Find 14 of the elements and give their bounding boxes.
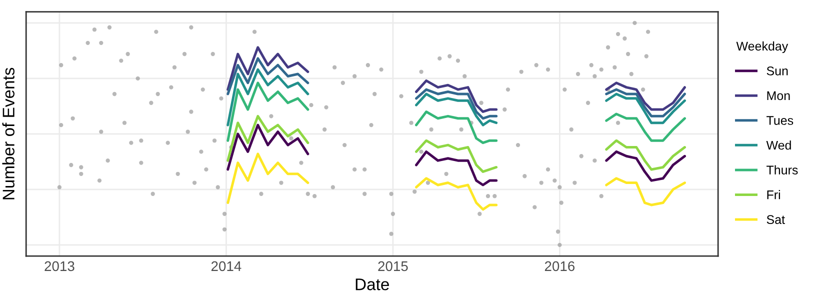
x-axis-title: Date <box>356 278 389 290</box>
x-tick-label: 2014 <box>211 261 242 272</box>
legend-label: Fri <box>767 190 780 200</box>
legend-title: Weekday <box>736 41 788 54</box>
legend-label: Wed <box>766 140 791 150</box>
y-axis-title: Number of Events <box>2 68 14 200</box>
x-tick-label: 2013 <box>44 261 74 272</box>
legend-label: Sat <box>766 215 785 224</box>
legend-label: Tues <box>766 116 794 125</box>
x-tick-label: 2015 <box>378 261 408 272</box>
x-tick-label: 2016 <box>544 261 575 272</box>
legend-label: Thurs <box>766 165 798 174</box>
legend-label: Sun <box>766 66 788 76</box>
legend-label: Mon <box>767 91 790 100</box>
